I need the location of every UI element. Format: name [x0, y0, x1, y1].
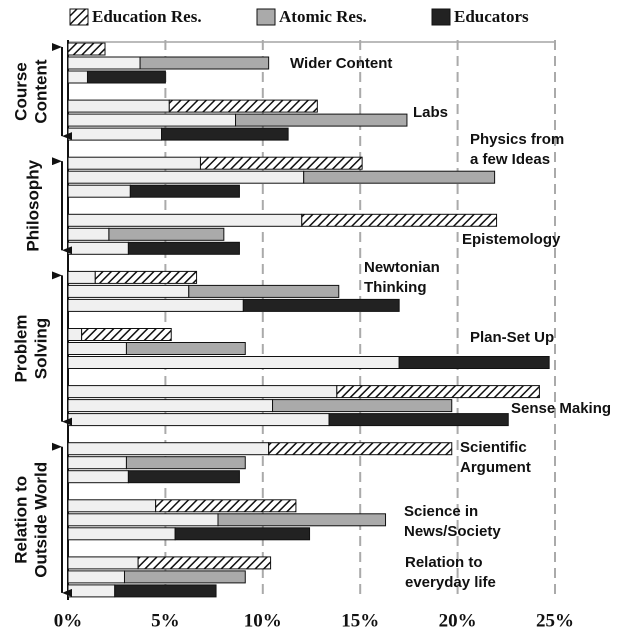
bar-base	[67, 241, 129, 255]
bar-base	[67, 570, 125, 584]
bar-base	[67, 298, 244, 312]
bar	[94, 270, 198, 284]
bar-base	[67, 127, 163, 141]
legend-label: Educators	[454, 7, 529, 26]
bar	[137, 556, 272, 570]
bar-base	[67, 527, 176, 541]
group-label: Solving	[31, 318, 50, 379]
bar	[398, 356, 550, 369]
bar	[67, 42, 106, 56]
bar-base	[67, 513, 219, 527]
bar-base	[67, 399, 274, 413]
category-label: News/Society	[404, 523, 501, 540]
bar-base	[67, 584, 116, 598]
bar-base	[67, 156, 201, 170]
category-label: Scientific	[460, 439, 527, 456]
x-tick-label: 25%	[536, 610, 574, 631]
bar	[81, 328, 172, 341]
group-label: Philosophy	[23, 159, 42, 251]
bar	[155, 499, 297, 513]
x-tick-label: 15%	[341, 610, 379, 631]
bar-base	[67, 213, 303, 227]
legend-label: Education Res.	[92, 7, 202, 26]
legend-swatch	[256, 8, 276, 26]
bar-base	[67, 342, 127, 355]
x-tick-label: 5%	[151, 610, 180, 631]
bar-base	[67, 442, 270, 456]
bar	[114, 584, 217, 598]
group-label: Problem	[11, 314, 30, 382]
bar-base	[67, 113, 237, 127]
category-label: Argument	[460, 459, 531, 476]
bar	[139, 56, 270, 70]
bar	[328, 413, 509, 427]
bar	[125, 456, 246, 470]
bar-base	[67, 413, 330, 427]
bar	[217, 513, 387, 527]
bar-base	[67, 499, 157, 513]
bar-base	[67, 456, 127, 470]
group-label: Course	[11, 62, 30, 121]
bar-base	[67, 99, 170, 113]
bar-base	[67, 170, 305, 184]
category-label: everyday life	[405, 574, 496, 591]
bar-base	[67, 284, 190, 298]
bar	[127, 470, 240, 484]
bar	[127, 241, 240, 255]
category-label: Epistemology	[462, 231, 561, 248]
bar-base	[67, 270, 96, 284]
category-label: Newtonian	[364, 259, 440, 276]
category-label: Labs	[413, 104, 448, 121]
category-label: Wider Content	[290, 55, 392, 72]
category-label: Science in	[404, 503, 478, 520]
bar-base	[67, 328, 83, 341]
bar	[336, 385, 540, 399]
x-tick-label: 10%	[244, 610, 282, 631]
bar	[108, 227, 225, 241]
bar-base	[67, 470, 129, 484]
bar	[242, 298, 400, 312]
x-tick-label: 0%	[54, 610, 83, 631]
category-label: Plan-Set Up	[470, 329, 554, 346]
legend-swatch	[69, 8, 89, 26]
bar-base	[67, 227, 110, 241]
group-label: Outside World	[31, 462, 50, 578]
bar	[123, 570, 246, 584]
category-label: Sense Making	[511, 400, 611, 417]
bar-base	[67, 184, 131, 198]
x-tick-label: 20%	[439, 610, 477, 631]
category-label: a few Ideas	[470, 151, 550, 168]
bar	[301, 213, 498, 227]
category-label: Thinking	[364, 279, 427, 296]
bar-base	[67, 385, 338, 399]
category-label: Relation to	[405, 554, 483, 571]
bar-base	[67, 556, 139, 570]
bar	[188, 284, 340, 298]
bar	[168, 99, 318, 113]
bar	[125, 342, 246, 355]
bar	[199, 156, 363, 170]
group-label: Relation to	[11, 476, 30, 564]
bar	[174, 527, 311, 541]
bar-base	[67, 70, 88, 84]
group-label: Content	[31, 59, 50, 124]
category-label: Physics from	[470, 131, 564, 148]
bar	[272, 399, 453, 413]
legend-label: Atomic Res.	[279, 7, 367, 26]
bar	[268, 442, 453, 456]
bar-base	[67, 56, 141, 70]
bar	[129, 184, 240, 198]
bar	[235, 113, 408, 127]
bar	[303, 170, 496, 184]
bar	[161, 127, 289, 141]
bar-base	[67, 356, 400, 369]
legend-swatch	[431, 8, 451, 26]
bar	[86, 70, 166, 84]
